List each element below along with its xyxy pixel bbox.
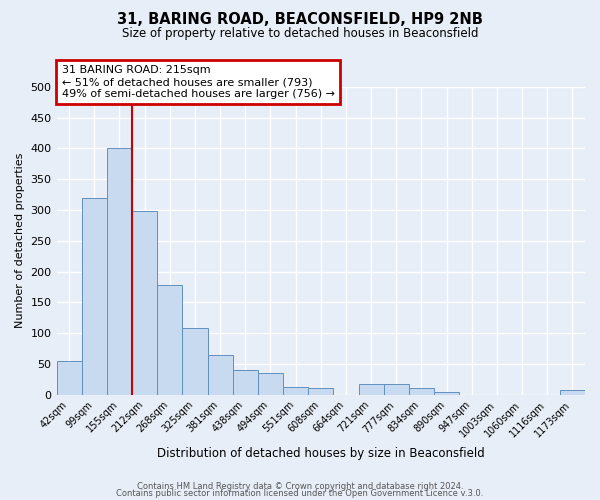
Bar bbox=[208, 354, 233, 395]
Bar bbox=[157, 285, 182, 395]
Bar bbox=[258, 373, 283, 394]
Y-axis label: Number of detached properties: Number of detached properties bbox=[15, 153, 25, 328]
X-axis label: Distribution of detached houses by size in Beaconsfield: Distribution of detached houses by size … bbox=[157, 447, 485, 460]
Bar bbox=[132, 212, 157, 394]
Bar bbox=[82, 198, 107, 394]
Bar bbox=[434, 392, 459, 394]
Text: Contains public sector information licensed under the Open Government Licence v.: Contains public sector information licen… bbox=[116, 489, 484, 498]
Bar bbox=[359, 384, 383, 394]
Bar bbox=[409, 388, 434, 394]
Text: Contains HM Land Registry data © Crown copyright and database right 2024.: Contains HM Land Registry data © Crown c… bbox=[137, 482, 463, 491]
Bar bbox=[107, 148, 132, 394]
Bar bbox=[233, 370, 258, 394]
Text: 31 BARING ROAD: 215sqm
← 51% of detached houses are smaller (793)
49% of semi-de: 31 BARING ROAD: 215sqm ← 51% of detached… bbox=[62, 66, 335, 98]
Text: Size of property relative to detached houses in Beaconsfield: Size of property relative to detached ho… bbox=[122, 28, 478, 40]
Bar bbox=[56, 361, 82, 394]
Bar bbox=[182, 328, 208, 394]
Bar bbox=[383, 384, 409, 394]
Bar bbox=[283, 388, 308, 394]
Text: 31, BARING ROAD, BEACONSFIELD, HP9 2NB: 31, BARING ROAD, BEACONSFIELD, HP9 2NB bbox=[117, 12, 483, 28]
Bar bbox=[560, 390, 585, 394]
Bar bbox=[308, 388, 334, 394]
